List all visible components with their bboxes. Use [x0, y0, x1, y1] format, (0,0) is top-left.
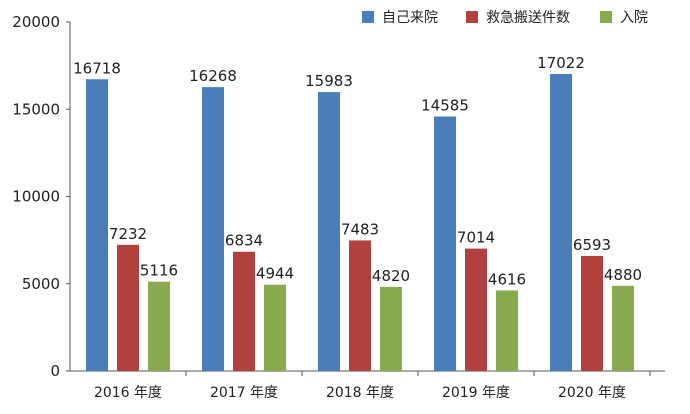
data-label: 17022 [537, 54, 585, 72]
legend-item: 救急搬送件数 [466, 10, 570, 26]
data-label: 16268 [189, 67, 237, 85]
data-label: 14585 [421, 96, 469, 114]
legend: 自己来院 救急搬送件数 入院 [362, 10, 648, 26]
data-label: 7232 [109, 225, 147, 243]
bar [148, 281, 170, 371]
data-label: 5116 [140, 262, 178, 280]
legend-item: 自己来院 [362, 10, 438, 26]
y-ticks: 0 5000 10000 15000 20000 [12, 13, 70, 380]
data-label: 4944 [256, 265, 294, 283]
y-tick-label: 15000 [12, 100, 60, 118]
bar [496, 290, 518, 371]
bar [550, 73, 572, 372]
x-tick-label: 2017 年度 [210, 385, 278, 401]
data-label: 7483 [341, 220, 379, 238]
bar [86, 79, 108, 371]
bar [264, 284, 286, 371]
y-tick-label: 0 [50, 362, 60, 380]
bar [380, 286, 402, 371]
data-labels: 16718 7232 5116 16268 6834 4944 15983 7483 4820 1… [73, 54, 642, 288]
bar [581, 255, 603, 371]
data-label: 7014 [457, 229, 495, 247]
bars [86, 73, 634, 372]
legend-label: 救急搬送件数 [486, 10, 570, 26]
data-label: 4880 [604, 266, 642, 284]
x-tick-label: 2018 年度 [326, 385, 394, 401]
bar [612, 285, 634, 371]
bar [465, 248, 487, 371]
data-label: 6593 [573, 236, 611, 254]
y-tick-label: 5000 [22, 275, 60, 293]
x-tick-label: 2016 年度 [94, 385, 162, 401]
data-label: 15983 [305, 72, 353, 90]
x-tick-label: 2019 年度 [442, 385, 510, 401]
data-label: 4820 [372, 267, 410, 285]
data-label: 4616 [488, 270, 526, 288]
y-tick-label: 10000 [12, 188, 60, 206]
legend-label: 入院 [620, 10, 648, 26]
x-ticks: 2016 年度 2017 年度 2018 年度 2019 年度 2020 年度 [94, 371, 651, 401]
legend-label: 自己来院 [382, 10, 438, 26]
y-tick-label: 20000 [12, 13, 60, 31]
legend-item: 入院 [600, 10, 648, 26]
bar [202, 87, 224, 371]
legend-swatch [466, 11, 478, 23]
bar [117, 244, 139, 371]
x-tick-label: 2020 年度 [558, 385, 626, 401]
legend-swatch [362, 11, 374, 23]
bar [434, 116, 456, 371]
legend-swatch [600, 11, 612, 23]
bar [233, 251, 255, 371]
bar [318, 92, 340, 371]
data-label: 16718 [73, 59, 121, 77]
data-label: 6834 [225, 232, 263, 250]
bar [349, 240, 371, 371]
